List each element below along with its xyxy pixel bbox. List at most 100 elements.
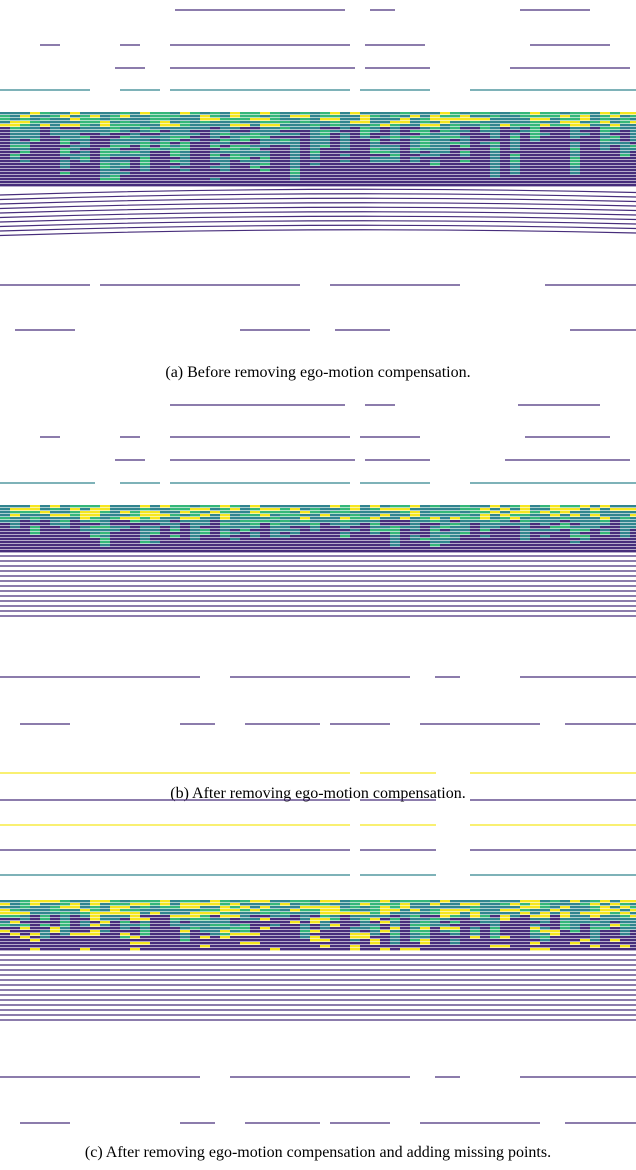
range-pixel [10, 508, 20, 510]
range-pixel [160, 145, 170, 147]
range-pixel [530, 535, 540, 537]
range-pixel [170, 163, 180, 165]
range-pixel [170, 541, 180, 543]
range-pixel [380, 535, 390, 537]
range-pixel [150, 181, 160, 183]
range-pixel [480, 927, 490, 929]
range-pixel [330, 526, 340, 528]
range-pixel [600, 930, 610, 932]
range-pixel [260, 948, 270, 950]
range-pixel [410, 903, 420, 905]
range-pixel [80, 933, 90, 935]
range-pixel [350, 903, 360, 905]
range-pixel [470, 538, 480, 540]
range-pixel [600, 163, 610, 165]
range-pixel [480, 151, 490, 153]
range-pixel [420, 927, 430, 929]
range-pixel [340, 175, 350, 177]
range-pixel [500, 175, 510, 177]
range-pixel [460, 178, 470, 180]
range-pixel [310, 148, 320, 150]
range-pixel [570, 529, 580, 531]
range-pixel [310, 535, 320, 537]
range-pixel [60, 915, 70, 917]
range-pixel [250, 169, 260, 171]
range-pixel [130, 178, 140, 180]
range-pixel [40, 175, 50, 177]
range-pixel [630, 912, 636, 914]
range-pixel [60, 523, 70, 525]
range-pixel [400, 909, 410, 911]
range-pixel [270, 523, 280, 525]
range-pixel [410, 184, 420, 186]
range-pixel [90, 139, 100, 141]
range-pixel [330, 933, 340, 935]
range-pixel [50, 505, 60, 507]
range-pixel [340, 535, 350, 537]
range-pixel [470, 118, 480, 120]
range-pixel [540, 526, 550, 528]
range-pixel [140, 163, 150, 165]
range-pixel [210, 169, 220, 171]
range-pixel [560, 550, 570, 552]
range-pixel [40, 151, 50, 153]
range-pixel [70, 900, 80, 902]
range-pixel [440, 181, 450, 183]
range-pixel [560, 912, 570, 914]
range-pixel [630, 121, 636, 123]
range-pixel [350, 544, 360, 546]
range-pixel [440, 115, 450, 117]
range-pixel [30, 145, 40, 147]
range-pixel [230, 112, 240, 114]
range-pixel [420, 136, 430, 138]
range-pixel [120, 175, 130, 177]
range-pixel [170, 933, 180, 935]
range-pixel [390, 900, 400, 902]
range-pixel [40, 520, 50, 522]
range-pixel [530, 127, 540, 129]
range-pixel [320, 523, 330, 525]
range-pixel [240, 915, 250, 917]
range-pixel [430, 508, 440, 510]
range-pixel [350, 157, 360, 159]
range-pixel [330, 112, 340, 114]
range-pixel [180, 921, 190, 923]
range-pixel [350, 130, 360, 132]
range-pixel [50, 160, 60, 162]
range-pixel [360, 942, 370, 944]
range-pixel [490, 124, 500, 126]
range-pixel [280, 160, 290, 162]
range-pixel [600, 547, 610, 549]
range-pixel [600, 172, 610, 174]
range-pixel [290, 900, 300, 902]
range-pixel [330, 115, 340, 117]
range-pixel [150, 945, 160, 947]
range-pixel [370, 942, 380, 944]
range-pixel [320, 142, 330, 144]
range-pixel [90, 909, 100, 911]
range-pixel [220, 166, 230, 168]
range-pixel [550, 112, 560, 114]
range-pixel [20, 945, 30, 947]
range-pixel [410, 160, 420, 162]
range-pixel [440, 130, 450, 132]
range-pixel [100, 903, 110, 905]
range-pixel [10, 903, 20, 905]
range-pixel [300, 906, 310, 908]
range-pixel [70, 517, 80, 519]
range-pixel [300, 936, 310, 938]
range-pixel [440, 915, 450, 917]
range-pixel [490, 166, 500, 168]
range-pixel [320, 918, 330, 920]
range-pixel [590, 508, 600, 510]
range-pixel [590, 538, 600, 540]
range-pixel [190, 505, 200, 507]
range-pixel [100, 550, 110, 552]
range-pixel [230, 942, 240, 944]
range-pixel [270, 163, 280, 165]
range-pixel [330, 906, 340, 908]
range-pixel [400, 115, 410, 117]
range-pixel [570, 181, 580, 183]
range-pixel [0, 514, 10, 516]
range-pixel [580, 115, 590, 117]
